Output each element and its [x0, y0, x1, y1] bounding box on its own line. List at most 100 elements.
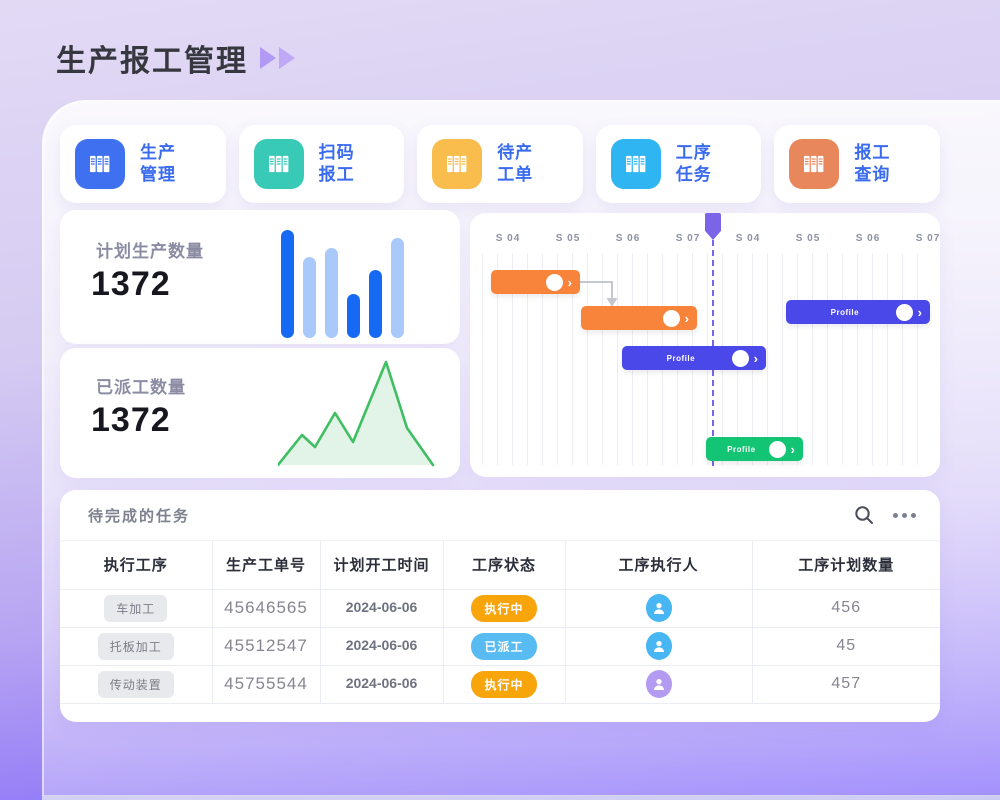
- mini-bar: [303, 257, 316, 338]
- gantt-timeline-label: S 06: [615, 233, 641, 244]
- nav-button-icon: [253, 139, 304, 189]
- books-icon: [268, 155, 288, 173]
- status-badge: 执行中: [471, 594, 537, 622]
- nav-button-2[interactable]: 待产 工单: [417, 125, 583, 203]
- nav-button-label: 生产 管理: [140, 142, 176, 184]
- gantt-today-marker[interactable]: [705, 213, 721, 240]
- dispatched-quantity-line-chart: [278, 360, 435, 467]
- plan-start-cell: 2024-06-06: [319, 589, 443, 628]
- gantt-card: S 04 S 05 S 06 S 07 S 04 S 05 S 06 S 07 › › Prof…: [470, 213, 940, 477]
- order-no-cell: 45755544: [211, 665, 320, 704]
- task-panel: 待完成的任务 执行工序 生产工单号 计划开工时间 工序状态 工序执行人 工序计划数量 车加…: [60, 490, 940, 722]
- dispatched-quantity-label: 已派工数量: [96, 378, 186, 397]
- status-cell: 已派工: [442, 627, 565, 666]
- play-icon: [260, 47, 276, 69]
- more-options-icon[interactable]: [893, 512, 916, 518]
- column-header: 生产工单号: [211, 541, 320, 590]
- books-icon: [625, 155, 646, 173]
- plan-qty-cell: 457: [751, 665, 940, 704]
- nav-button-icon: [789, 139, 840, 189]
- mini-bar: [347, 294, 360, 338]
- nav-button-icon: [432, 139, 483, 189]
- gantt-timeline-label: S 05: [555, 233, 581, 244]
- mini-bar: [369, 270, 382, 338]
- task-row-2[interactable]: 传动装置 45755544 2024-06-06 执行中 457: [60, 665, 940, 704]
- gantt-dependency-arrow: [580, 281, 618, 307]
- dispatched-quantity-value: 1372: [91, 401, 171, 439]
- process-cell: 车加工: [60, 589, 212, 628]
- gantt-timeline-label: S 04: [735, 233, 761, 244]
- planned-quantity-bar-chart: [281, 228, 404, 338]
- gantt-bar-0[interactable]: ›: [491, 270, 580, 294]
- task-table-header-row: 执行工序 生产工单号 计划开工时间 工序状态 工序执行人 工序计划数量: [60, 541, 940, 590]
- nav-button-label: 工序 任务: [675, 142, 712, 184]
- gantt-bar-1[interactable]: ›: [581, 306, 697, 330]
- gantt-bar-handle: [768, 440, 786, 458]
- nav-button-4[interactable]: 报工 查询: [774, 125, 940, 203]
- gantt-bar-3[interactable]: Profile ›: [622, 346, 766, 370]
- status-cell: 执行中: [442, 665, 565, 704]
- process-cell: 托板加工: [60, 627, 212, 666]
- executor-avatar: [645, 670, 672, 698]
- nav-button-label: 待产 工单: [497, 142, 534, 184]
- books-icon: [804, 155, 824, 173]
- column-header: 工序执行人: [564, 541, 752, 590]
- chevron-right-icon: ›: [790, 441, 795, 457]
- column-header: 计划开工时间: [319, 541, 443, 590]
- gantt-timeline-label: S 05: [795, 233, 821, 244]
- chevron-right-icon: ›: [917, 304, 922, 320]
- executor-avatar: [645, 632, 672, 660]
- column-header: 执行工序: [60, 541, 212, 590]
- gantt-bar-2[interactable]: Profile ›: [786, 300, 930, 324]
- mini-bar: [325, 248, 338, 338]
- gantt-bar-handle: [662, 309, 680, 327]
- line-chart-stroke: [278, 360, 435, 467]
- nav-button-1[interactable]: 扫码 报工: [238, 125, 405, 203]
- mini-bar: [391, 238, 404, 338]
- gantt-timeline-label: S 07: [915, 233, 941, 244]
- process-cell: 传动装置: [60, 665, 212, 704]
- gantt-bar-4[interactable]: Profile ›: [706, 437, 803, 461]
- executor-cell: [564, 665, 752, 704]
- play-icon: [279, 47, 295, 69]
- line-chart-fill: [278, 362, 433, 465]
- plan-qty-cell: 456: [751, 589, 940, 628]
- gantt-bar-handle: [731, 349, 749, 367]
- task-panel-titlebar: 待完成的任务: [60, 490, 940, 541]
- plan-qty-cell: 45: [751, 627, 940, 666]
- nav-button-label: 扫码 报工: [318, 142, 355, 184]
- page-header: 生产报工管理: [56, 36, 295, 80]
- process-pill: 车加工: [104, 594, 168, 622]
- column-header: 工序计划数量: [751, 541, 940, 590]
- play-icons: [260, 47, 295, 69]
- page-title: 生产报工管理: [56, 45, 248, 78]
- task-row-1[interactable]: 托板加工 45512547 2024-06-06 已派工 45: [60, 627, 940, 666]
- chevron-right-icon: ›: [684, 310, 689, 326]
- gantt-bar-handle: [545, 273, 563, 291]
- column-header: 工序状态: [442, 541, 565, 590]
- gantt-bar-label: Profile: [666, 353, 696, 363]
- gantt-timeline-label: S 07: [675, 233, 701, 244]
- books-icon: [90, 155, 110, 173]
- gantt-bar-label: Profile: [727, 444, 756, 454]
- dispatched-quantity-card: 已派工数量 1372: [60, 348, 460, 478]
- task-panel-title: 待完成的任务: [88, 507, 191, 525]
- process-pill: 传动装置: [97, 670, 174, 698]
- books-icon: [447, 155, 467, 173]
- order-no-cell: 45512547: [211, 627, 320, 666]
- chevron-right-icon: ›: [567, 274, 572, 290]
- executor-cell: [564, 589, 752, 628]
- nav-button-0[interactable]: 生产 管理: [60, 125, 226, 203]
- executor-cell: [564, 627, 752, 666]
- gantt-bar-handle: [895, 303, 913, 321]
- chevron-right-icon: ›: [753, 350, 758, 366]
- gantt-bar-label: Profile: [830, 307, 860, 317]
- planned-quantity-card: 计划生产数量 1372: [60, 210, 460, 344]
- task-row-0[interactable]: 车加工 45646565 2024-06-06 执行中 456: [60, 589, 940, 628]
- gantt-timeline-label: S 06: [855, 233, 881, 244]
- nav-buttons: 生产 管理 扫码 报工 待产 工单 工序 任务: [60, 125, 940, 203]
- search-icon[interactable]: [853, 504, 875, 526]
- executor-avatar: [645, 594, 672, 622]
- nav-button-icon: [610, 139, 661, 189]
- nav-button-3[interactable]: 工序 任务: [595, 125, 762, 203]
